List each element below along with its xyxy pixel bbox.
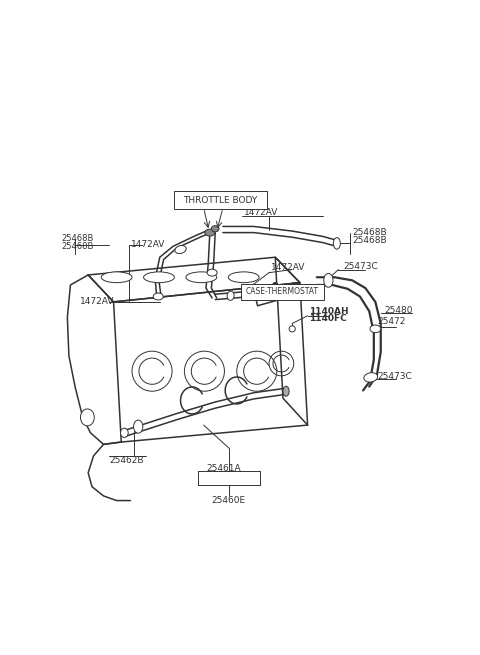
- Ellipse shape: [186, 272, 217, 283]
- Text: 1140FC: 1140FC: [309, 314, 347, 324]
- Text: 25460E: 25460E: [211, 496, 245, 505]
- Ellipse shape: [207, 269, 217, 276]
- Text: 25461A: 25461A: [206, 464, 240, 473]
- Text: CASE-THERMOSTAT: CASE-THERMOSTAT: [246, 288, 319, 297]
- Circle shape: [289, 326, 295, 332]
- Text: 1472AV: 1472AV: [244, 208, 278, 217]
- Ellipse shape: [283, 386, 289, 396]
- FancyBboxPatch shape: [241, 284, 324, 300]
- Ellipse shape: [370, 325, 381, 333]
- Text: 1472AV: 1472AV: [131, 240, 166, 250]
- Ellipse shape: [246, 290, 253, 299]
- Text: 25468B: 25468B: [352, 228, 387, 237]
- Ellipse shape: [211, 226, 219, 232]
- Ellipse shape: [324, 273, 333, 288]
- Ellipse shape: [81, 409, 94, 426]
- Circle shape: [273, 283, 277, 288]
- Text: 25473C: 25473C: [377, 372, 412, 381]
- Ellipse shape: [205, 229, 215, 236]
- Ellipse shape: [228, 272, 259, 283]
- Text: 1140AH: 1140AH: [309, 307, 349, 316]
- Text: 25468B: 25468B: [61, 234, 94, 243]
- Text: 25472: 25472: [377, 316, 405, 326]
- Ellipse shape: [153, 293, 163, 300]
- Ellipse shape: [227, 291, 234, 301]
- Ellipse shape: [175, 246, 186, 253]
- Ellipse shape: [101, 272, 132, 283]
- FancyBboxPatch shape: [174, 191, 267, 209]
- Ellipse shape: [120, 428, 128, 438]
- Text: 1472AV: 1472AV: [271, 263, 305, 272]
- Text: 25473C: 25473C: [344, 262, 379, 271]
- Ellipse shape: [334, 238, 340, 249]
- Text: 25468B: 25468B: [61, 242, 94, 251]
- Ellipse shape: [133, 420, 143, 433]
- Text: 25462B: 25462B: [109, 456, 144, 465]
- Text: 25468B: 25468B: [352, 236, 387, 245]
- Text: THROTTLE BODY: THROTTLE BODY: [183, 196, 258, 205]
- Ellipse shape: [364, 373, 378, 382]
- Ellipse shape: [144, 272, 174, 283]
- Text: 1472AV: 1472AV: [81, 297, 115, 307]
- Text: 25480: 25480: [384, 306, 413, 315]
